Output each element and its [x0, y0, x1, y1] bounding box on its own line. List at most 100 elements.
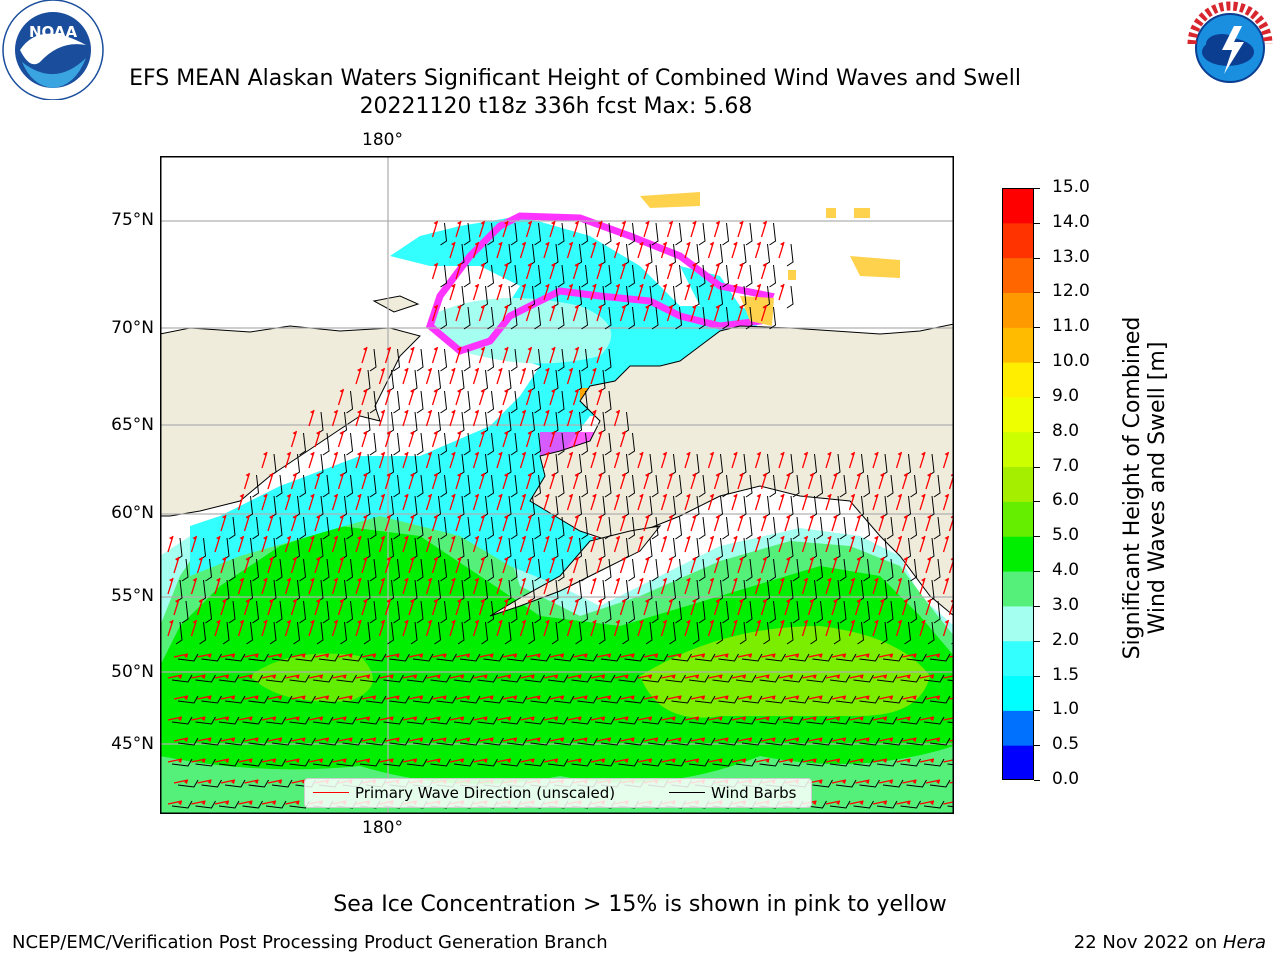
wave-arrow-head	[372, 696, 376, 700]
wave-direction-arrow	[432, 737, 447, 742]
wave-arrow-head	[254, 738, 259, 742]
colorbar-swatch	[1002, 396, 1034, 433]
wave-direction-arrow	[925, 779, 941, 784]
wave-arrow-head	[169, 620, 173, 624]
wave-arrow-head	[668, 305, 673, 309]
wave-arrow-head	[551, 221, 555, 225]
wave-direction-arrow	[614, 716, 629, 721]
wave-arrow-head	[921, 494, 925, 498]
wave-arrow-head	[433, 221, 438, 225]
wave-direction-arrow	[643, 653, 659, 658]
wind-barb	[829, 758, 851, 767]
wave-arrow-head	[339, 389, 344, 393]
wave-arrow-head	[568, 368, 573, 372]
wave-direction-arrow	[684, 758, 700, 763]
wave-arrow-head	[662, 494, 667, 498]
wave-arrow-head	[639, 536, 643, 540]
wave-arrow-head	[927, 473, 931, 477]
wind-barb	[271, 653, 293, 662]
wave-direction-arrow	[520, 716, 535, 721]
wave-arrow-head	[466, 738, 470, 742]
wind-barb	[604, 222, 612, 246]
wind-barb	[900, 716, 921, 725]
wave-arrow-head	[786, 515, 790, 519]
wind-barb	[581, 474, 589, 498]
wave-arrow-head	[645, 557, 649, 561]
wave-arrow-head	[621, 263, 626, 267]
wave-direction-arrow	[455, 653, 471, 658]
wind-barb	[816, 600, 824, 624]
wave-arrow-head	[856, 515, 861, 519]
wave-arrow-head	[536, 654, 541, 658]
wave-arrow-head	[366, 717, 370, 721]
wave-direction-arrow	[479, 653, 494, 658]
wave-arrow-head	[357, 368, 361, 372]
colorbar-tick-label: 10.0	[1052, 351, 1090, 372]
wave-arrow-head	[480, 389, 485, 393]
wave-arrow-head	[442, 738, 447, 742]
wind-barb	[859, 779, 880, 788]
wave-arrow-head	[842, 780, 846, 784]
wave-arrow-head	[692, 515, 696, 519]
wave-arrow-head	[598, 515, 602, 519]
wave-arrow-head	[574, 263, 579, 267]
colorbar-tick-mark	[1034, 780, 1040, 781]
wave-direction-arrow	[737, 737, 753, 742]
land-siberia	[160, 325, 421, 517]
wind-barb	[318, 653, 340, 662]
wave-arrow-head	[577, 759, 582, 763]
wave-arrow-head	[833, 557, 837, 561]
wave-arrow-head	[545, 494, 549, 498]
wind-barb	[698, 516, 706, 540]
wind-barb	[387, 621, 395, 645]
wave-arrow-head	[366, 759, 370, 763]
wave-arrow-head	[333, 410, 338, 414]
wind-barb	[906, 653, 927, 662]
wave-arrow-head	[357, 578, 361, 582]
wind-barb	[463, 600, 471, 624]
wave-arrow-head	[592, 284, 596, 288]
wave-arrow-head	[921, 578, 925, 582]
wind-barb	[665, 674, 686, 683]
wave-arrow-head	[771, 738, 776, 742]
wave-arrow-head	[380, 410, 385, 414]
wave-arrow-head	[944, 620, 949, 624]
wave-arrow-head	[639, 578, 643, 582]
wave-direction-arrow	[808, 653, 823, 658]
wind-barb	[886, 600, 894, 624]
wave-arrow-head	[809, 557, 814, 561]
wave-arrow-head	[278, 654, 282, 658]
lat-label-60: 60°N	[111, 503, 154, 523]
wave-direction-arrow	[432, 695, 447, 700]
wave-arrow-head	[333, 494, 338, 498]
wave-arrow-head	[574, 473, 579, 477]
wave-arrow-head	[498, 620, 502, 624]
wind-barb	[598, 621, 606, 645]
colorbar-tick-mark	[1034, 257, 1040, 259]
wave-arrow-head	[583, 654, 588, 658]
wave-arrow-head	[874, 452, 878, 456]
wind-barb	[688, 758, 710, 767]
wave-direction-arrow	[878, 779, 894, 784]
wave-direction-arrow	[408, 737, 424, 742]
wind-barb	[694, 653, 716, 662]
wind-barb	[618, 716, 639, 725]
wave-arrow-head	[483, 717, 488, 721]
wave-arrow-head	[662, 284, 667, 288]
wind-barb	[553, 653, 575, 662]
wind-barb	[835, 653, 857, 662]
wind-barb	[393, 474, 401, 498]
wind-barb	[369, 348, 377, 372]
wind-barb	[722, 264, 730, 288]
colorbar-tick-label: 6.0	[1052, 490, 1080, 511]
wind-barb	[712, 716, 733, 725]
wave-arrow-head	[216, 536, 220, 540]
wave-arrow-head	[413, 717, 417, 721]
wind-barb	[218, 674, 240, 683]
wind-barb	[440, 516, 448, 540]
wave-arrow-head	[592, 242, 596, 246]
colorbar-tick-mark	[1034, 710, 1040, 712]
colorbar-tick-label: 2.0	[1052, 629, 1080, 650]
wave-arrow-head	[733, 284, 737, 288]
wave-direction-arrow	[167, 800, 183, 805]
